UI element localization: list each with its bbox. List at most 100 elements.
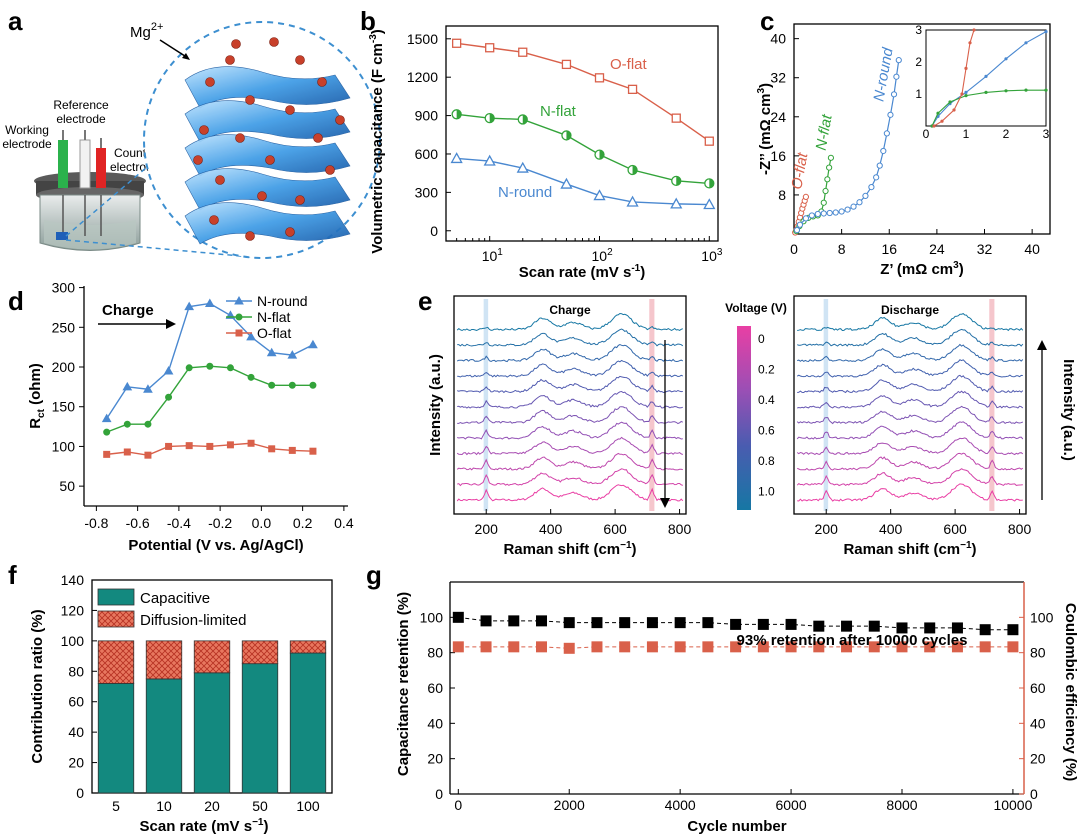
c-xaxis-title-part: ) — [959, 261, 964, 278]
e-xtick-label: 400 — [539, 521, 563, 537]
g-point-1 — [730, 641, 742, 653]
c-inset-xtick: 0 — [923, 127, 930, 141]
c-point-N-round — [820, 210, 827, 217]
e-spectrum-0-9 — [456, 344, 684, 363]
b-point-N-flat — [627, 164, 638, 176]
c-xaxis-title: Z’ (mΩ cm3) — [880, 260, 963, 278]
c-inset-point-red — [972, 28, 976, 32]
b-point-N-round — [516, 161, 529, 173]
f-ytick-label: 120 — [61, 602, 85, 618]
mg-ion-pointer — [159, 39, 189, 59]
c-ytick-label: 32 — [770, 70, 786, 86]
d-point-O-flat — [226, 441, 234, 449]
panel-label-f: f — [8, 560, 17, 590]
b-ytick-label: 600 — [415, 146, 439, 162]
f-bar-Capacitive — [289, 652, 327, 794]
f-ytick-label: 80 — [68, 663, 84, 679]
c-inset-point-green — [984, 90, 988, 94]
c-point-N-round — [808, 212, 815, 219]
d-point-N-round — [122, 381, 133, 391]
c-point-N-round — [814, 210, 821, 218]
b-point-N-flat — [451, 109, 462, 120]
d-point-N-flat — [247, 373, 255, 381]
mg-ion-16 — [245, 231, 255, 241]
g-point-0 — [841, 620, 853, 632]
c-inset-point-red — [940, 119, 944, 123]
panel-label-c: c — [760, 6, 774, 36]
b-point-O-flat — [704, 136, 714, 146]
c-point-N-round — [844, 206, 851, 213]
c-inset-point-green — [1044, 88, 1048, 92]
g-point-0 — [757, 618, 769, 630]
e-charge-arrowhead — [660, 498, 670, 508]
g-point-1 — [951, 641, 963, 653]
mxene-sheets-illustration — [184, 66, 351, 245]
c-xaxis-title-part: Z’ (mΩ cm — [880, 261, 953, 278]
g-point-0 — [480, 615, 492, 627]
b-point-N-round — [560, 177, 573, 189]
c-inset-point-red — [968, 41, 972, 45]
b-point-N-flat-fill — [489, 113, 495, 123]
b-xtick-label: 101 — [482, 247, 504, 264]
d-xtick-label: -0.2 — [208, 515, 232, 531]
d-point-N-flat — [123, 420, 131, 428]
g-xtick-label: 10000 — [993, 797, 1032, 813]
c-yaxis-title-part: -Z’’ (mΩ cm — [757, 94, 774, 175]
g-ytick-label: 100 — [420, 609, 444, 625]
b-xtick-label-part: 1 — [497, 247, 503, 258]
b-series-label: O-flat — [610, 56, 648, 73]
d-legend-label: O-flat — [257, 325, 291, 341]
e-colorbar — [737, 326, 751, 510]
d-point-O-flat — [103, 450, 111, 458]
e-spectrum-0-6 — [457, 390, 683, 409]
g-ytick-label: 40 — [427, 715, 443, 731]
c-ytick-label: 40 — [770, 31, 786, 47]
panel-a-illustration: a Reference electrode Working electrode Co… — [2, 6, 381, 259]
d-point-N-flat — [309, 381, 317, 389]
f-legend-swatch — [97, 610, 135, 628]
c-xtick-label: 8 — [838, 241, 846, 257]
panel-b-axes-frame — [445, 25, 719, 242]
g-ytick-right-label: 20 — [1030, 751, 1046, 767]
mg-ion-label: Mg2+ — [130, 21, 163, 41]
d-point-N-flat — [144, 420, 152, 428]
mg-ion-4 — [317, 77, 327, 87]
b-xaxis-title-part: ) — [640, 264, 645, 281]
b-series-line-N-round — [456, 157, 710, 206]
e-spectrum-0-7 — [457, 375, 683, 394]
b-point-N-flat-fill — [599, 150, 605, 160]
g-point-1 — [841, 641, 853, 653]
g-xtick-label: 8000 — [886, 797, 917, 813]
e-band-200 — [483, 299, 489, 511]
c-xtick-label: 24 — [929, 241, 945, 257]
g-point-1 — [979, 641, 991, 653]
e-subplot-title: Discharge — [881, 303, 939, 317]
e-spectrum-0-8 — [457, 359, 684, 378]
e-spectrum-1-2 — [796, 452, 1024, 471]
f-bar-Diffusion-limited — [97, 640, 135, 684]
b-point-N-round — [703, 198, 716, 210]
b-point-O-flat — [671, 113, 681, 123]
c-series-label: O-flat — [788, 151, 811, 191]
g-xaxis-title: Cycle number — [687, 818, 786, 835]
g-point-0 — [951, 622, 963, 634]
panel-d: d -0.8 -0.6 -0.4 -0.2 0.0 0.2 0.4 50 100 150 200 250… — [8, 280, 354, 554]
b-point-N-flat — [561, 130, 572, 141]
reference-electrode-label: Reference electrode — [53, 98, 109, 126]
c-inset-ytick: 1 — [915, 87, 922, 101]
b-xtick-label-part: 10 — [482, 248, 498, 264]
b-point-N-round — [593, 189, 606, 201]
e-subplot-1: 200 400 600 800 Discharge Raman shift (cm−1) — [793, 295, 1031, 558]
b-xtick-label-part: 10 — [701, 248, 717, 264]
g-ytick-right-label: 60 — [1030, 680, 1046, 696]
mg-ion-17 — [285, 227, 295, 237]
g-point-1 — [452, 641, 464, 653]
c-xtick-label: 16 — [881, 241, 897, 257]
d-legend-label: N-flat — [257, 309, 291, 325]
d-legend-marker — [235, 313, 243, 321]
mxene-sheet-2 — [184, 134, 351, 177]
d-xtick-label: -0.6 — [126, 515, 150, 531]
d-xtick-label: 0.0 — [252, 515, 272, 531]
e-subplot-0: 200 400 600 800 Charge Raman shift (cm−1) — [453, 295, 691, 558]
e-spectrum-0-1 — [457, 468, 683, 487]
